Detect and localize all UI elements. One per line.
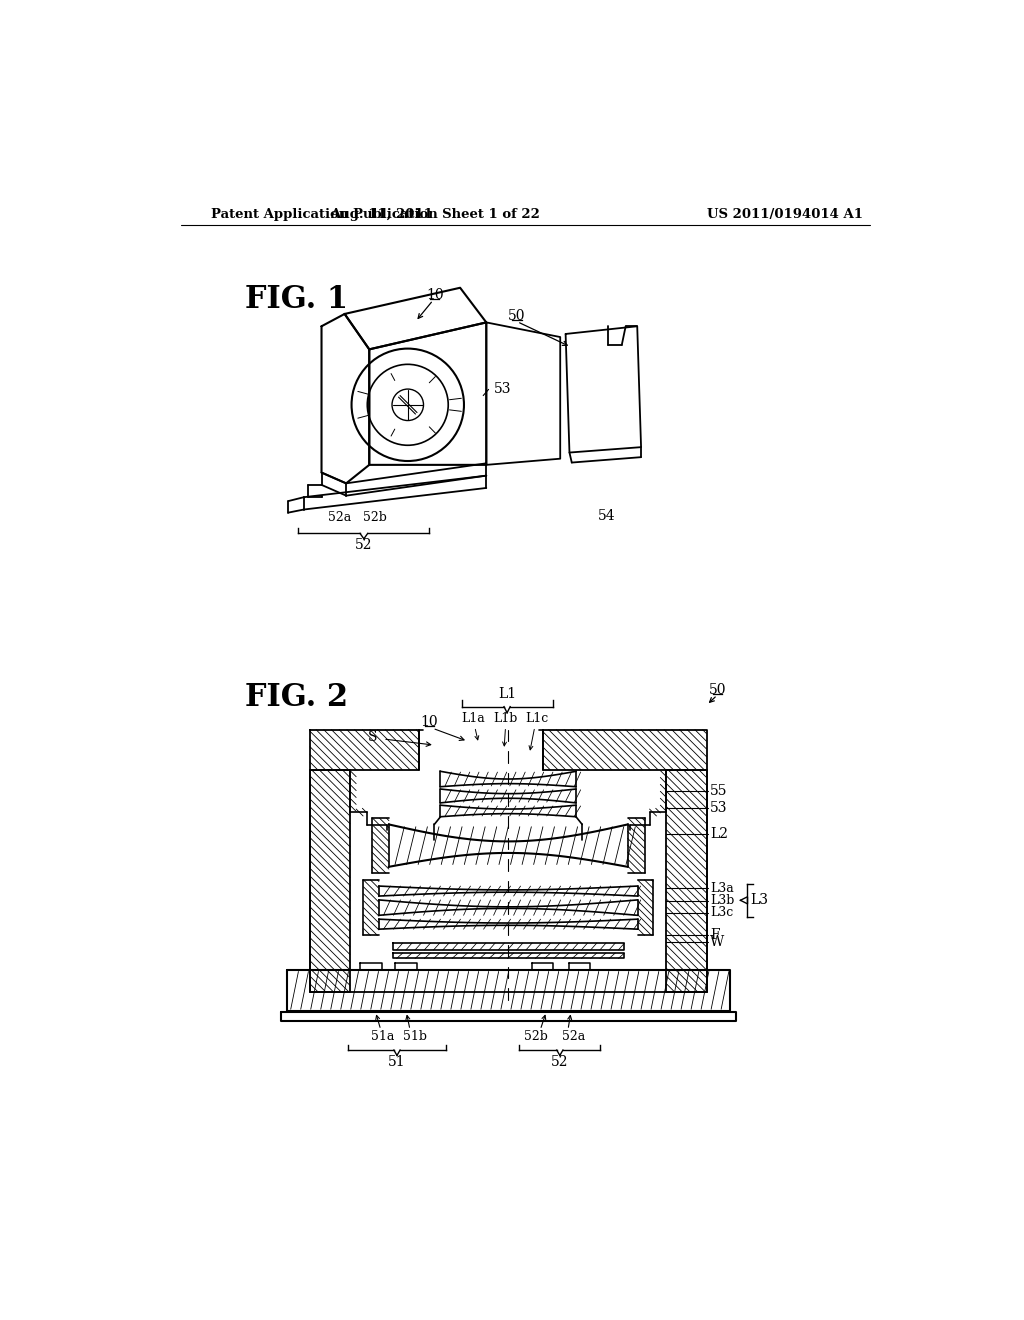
Text: 50: 50 bbox=[709, 682, 726, 697]
Text: 10: 10 bbox=[426, 288, 443, 302]
Text: 54: 54 bbox=[598, 510, 615, 524]
Text: 53: 53 bbox=[494, 383, 512, 396]
Text: L1a: L1a bbox=[462, 713, 485, 726]
Text: L3: L3 bbox=[751, 894, 768, 907]
Text: FIG. 2: FIG. 2 bbox=[245, 682, 347, 713]
Text: Aug. 11, 2011  Sheet 1 of 22: Aug. 11, 2011 Sheet 1 of 22 bbox=[330, 209, 540, 222]
Text: 52b: 52b bbox=[364, 511, 387, 524]
Text: 51: 51 bbox=[388, 1055, 406, 1069]
Text: 52: 52 bbox=[551, 1055, 568, 1069]
Text: 10: 10 bbox=[421, 715, 438, 729]
Text: W: W bbox=[711, 936, 725, 949]
Text: L1b: L1b bbox=[494, 713, 518, 726]
Text: F: F bbox=[711, 928, 720, 941]
Text: 53: 53 bbox=[711, 800, 728, 814]
Text: 51b: 51b bbox=[403, 1030, 427, 1043]
Text: L3b: L3b bbox=[711, 894, 735, 907]
Text: 50: 50 bbox=[508, 309, 526, 323]
Text: 52a: 52a bbox=[562, 1030, 585, 1043]
Text: L2: L2 bbox=[711, 828, 728, 841]
Text: L1: L1 bbox=[498, 688, 516, 701]
Text: L3a: L3a bbox=[711, 882, 734, 895]
Text: S: S bbox=[369, 730, 378, 744]
Text: 52a: 52a bbox=[329, 511, 351, 524]
Text: 52: 52 bbox=[355, 539, 373, 552]
Text: L3c: L3c bbox=[711, 907, 733, 920]
Text: Patent Application Publication: Patent Application Publication bbox=[211, 209, 438, 222]
Text: L1c: L1c bbox=[525, 713, 549, 726]
Text: FIG. 1: FIG. 1 bbox=[245, 284, 347, 314]
Text: 55: 55 bbox=[711, 784, 728, 799]
Text: 52b: 52b bbox=[524, 1030, 548, 1043]
Text: 51a: 51a bbox=[372, 1030, 395, 1043]
Text: US 2011/0194014 A1: US 2011/0194014 A1 bbox=[707, 209, 863, 222]
